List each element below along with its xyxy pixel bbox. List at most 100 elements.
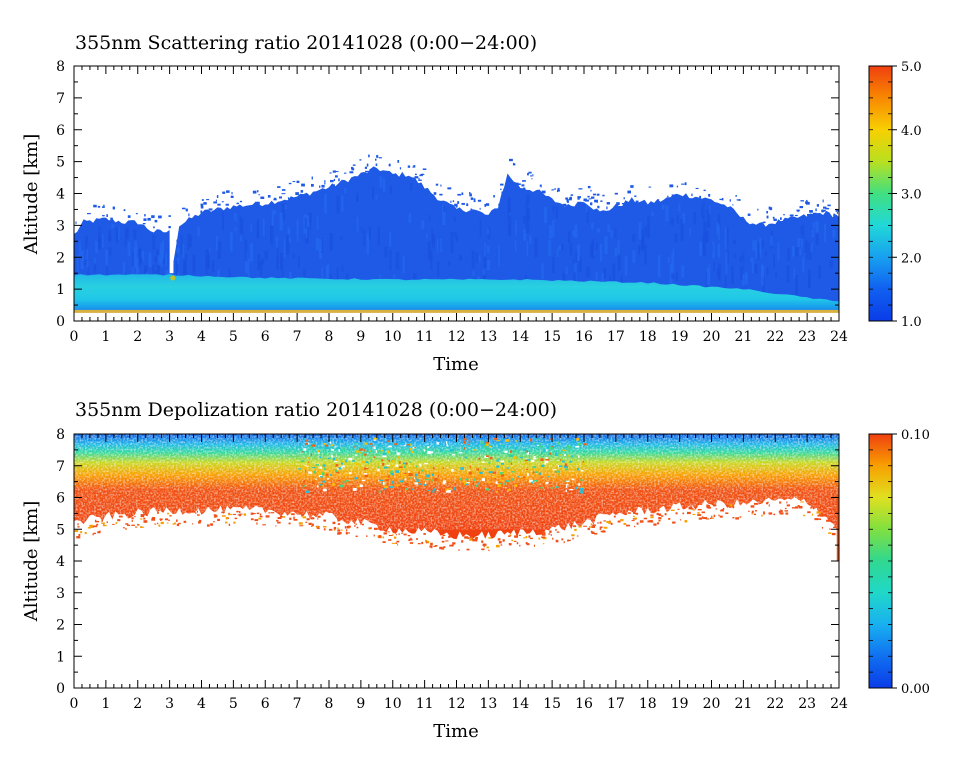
depol-fleck [445, 490, 448, 493]
cloud-texture [447, 261, 451, 267]
depol-fleck [473, 449, 477, 451]
depol-fleck [331, 449, 335, 451]
cloud-texture [108, 229, 111, 242]
noise-speck [691, 193, 693, 197]
cloud-texture [472, 271, 475, 277]
depol-fleck [552, 469, 557, 471]
depol-fleck [401, 476, 404, 480]
depol-fleck [404, 482, 408, 486]
depol-fleck [533, 456, 536, 458]
noise-speck [168, 215, 171, 217]
depol-fleck [302, 466, 307, 469]
depol-fleck [446, 444, 449, 447]
depol-fleck [383, 488, 387, 490]
cloud-texture [437, 261, 440, 277]
depol-fleck [406, 444, 410, 446]
cloud-texture [632, 250, 636, 263]
depol-fleck [466, 482, 470, 484]
depol-speck [311, 525, 313, 527]
depol-speck [213, 516, 217, 518]
noise-speck [551, 189, 554, 191]
x-tick-label: 22 [766, 696, 784, 712]
depol-fleck [297, 468, 301, 470]
depol-fleck [463, 440, 466, 444]
cloud-texture [726, 249, 729, 265]
noise-speck [729, 199, 731, 202]
cloud-texture [297, 256, 300, 268]
cloud-texture [670, 218, 674, 226]
x-tick-label: 23 [798, 696, 816, 712]
x-tick-label: 20 [703, 329, 721, 345]
depol-fleck [535, 479, 538, 482]
depol-fleck [510, 462, 512, 465]
noise-speck [450, 200, 452, 203]
depol-speck [448, 535, 451, 538]
depol-speck [317, 515, 321, 518]
depol-speck [77, 526, 80, 528]
depol-fleck [505, 439, 509, 442]
cloud-texture [543, 207, 548, 224]
depol-speck [194, 512, 197, 514]
cloud-texture [259, 261, 263, 269]
depol-fleck [468, 440, 471, 443]
depol-speck [689, 506, 693, 508]
depol-fleck [486, 448, 490, 451]
noise-speck [479, 207, 481, 210]
depol-speck [101, 519, 103, 522]
cloud-texture [799, 249, 802, 256]
cloud-texture [657, 256, 661, 278]
depol-speck [761, 514, 763, 517]
depol-fleck [556, 486, 559, 489]
depol-fleck [402, 462, 406, 465]
depol-fleck [537, 444, 539, 447]
depol-fleck [423, 483, 427, 486]
cloud-texture [617, 240, 620, 255]
noise-speck [772, 216, 775, 219]
cloud-texture [578, 256, 582, 272]
cloud-texture [402, 256, 405, 273]
noise-speck [719, 198, 723, 201]
depol-speck [452, 542, 456, 545]
cloud-texture [271, 209, 274, 226]
cloud-texture [703, 221, 707, 236]
cloud-texture [241, 218, 244, 239]
depol-fleck [525, 477, 528, 479]
noise-speck [667, 195, 669, 198]
noise-speck [295, 192, 299, 196]
cloud-texture [152, 234, 156, 250]
depol-speck [600, 530, 605, 533]
depol-speck [599, 526, 603, 528]
depol-speck [784, 507, 787, 510]
noise-speck [281, 193, 286, 195]
depol-speck [305, 521, 308, 523]
depol-fleck [565, 468, 569, 471]
depol-fleck [383, 448, 386, 452]
depol-speck [280, 516, 284, 518]
cloud-texture [755, 240, 757, 260]
depol-fleck [573, 439, 575, 442]
depol-fleck [546, 449, 548, 452]
cloud-texture [215, 236, 219, 251]
depol-speck [210, 523, 213, 526]
cloud-texture [614, 228, 617, 239]
depol-fleck [336, 446, 341, 450]
depol-fleck [581, 463, 586, 465]
noise-speck [590, 202, 593, 206]
depol-speck [550, 534, 552, 536]
depol-fleck [454, 482, 457, 485]
depol-fleck [431, 451, 433, 454]
depol-speck [298, 522, 303, 525]
x-tick-label: 7 [293, 329, 302, 345]
cloud-texture [336, 195, 340, 214]
depol-fleck [541, 464, 545, 467]
chart2-plot-area [74, 434, 839, 561]
depolarization-ratio-panel: 355nm Depolization ratio 20141028 (0:00−… [21, 399, 930, 742]
noise-speck [587, 195, 590, 198]
cloud-texture [134, 240, 138, 249]
depol-fleck [453, 487, 455, 491]
depol-fleck [308, 461, 310, 463]
depol-speck [650, 521, 654, 523]
cloud-texture [260, 258, 265, 265]
cloud-texture [319, 247, 322, 259]
depol-speck [599, 521, 602, 524]
